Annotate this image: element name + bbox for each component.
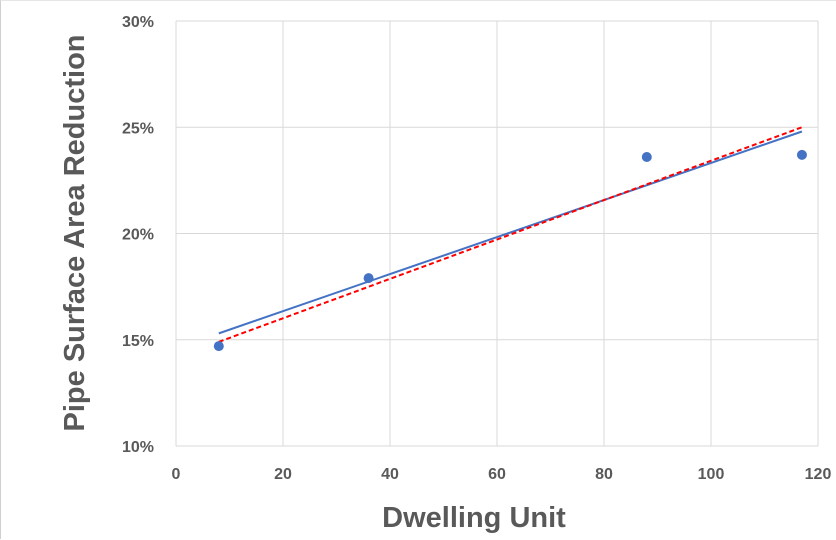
data-point: [213, 341, 224, 352]
y-tick-label: 20%: [122, 227, 154, 244]
y-tick-label: 25%: [122, 120, 154, 137]
y-tick-label: 30%: [122, 14, 154, 31]
gridlines: [175, 20, 819, 447]
y-axis-title: Pipe Surface Area Reduction: [59, 35, 91, 432]
x-tick-label: 120: [805, 466, 832, 483]
data-point: [796, 149, 807, 160]
x-tick-label: 40: [381, 466, 399, 483]
y-tick-label: 10%: [122, 439, 154, 456]
x-tick-label: 60: [488, 466, 506, 483]
data-point: [641, 152, 652, 162]
x-tick-label: 20: [274, 466, 292, 483]
x-tick-label: 100: [698, 466, 725, 483]
y-tick-label: 15%: [122, 333, 154, 350]
x-axis-title: Dwelling Unit: [382, 502, 566, 534]
trendlines: [218, 126, 803, 343]
x-tick-label: 0: [172, 466, 181, 483]
y-axis-ticks: 10% 15% 20% 25% 30%: [122, 14, 154, 456]
x-axis-ticks: 0 20 40 60 80 100 120: [172, 466, 832, 483]
dashed-trendline: [218, 126, 803, 343]
solid-trendline: [218, 130, 803, 335]
data-point: [363, 273, 374, 284]
x-tick-label: 80: [595, 466, 613, 483]
data-points: [213, 149, 807, 352]
